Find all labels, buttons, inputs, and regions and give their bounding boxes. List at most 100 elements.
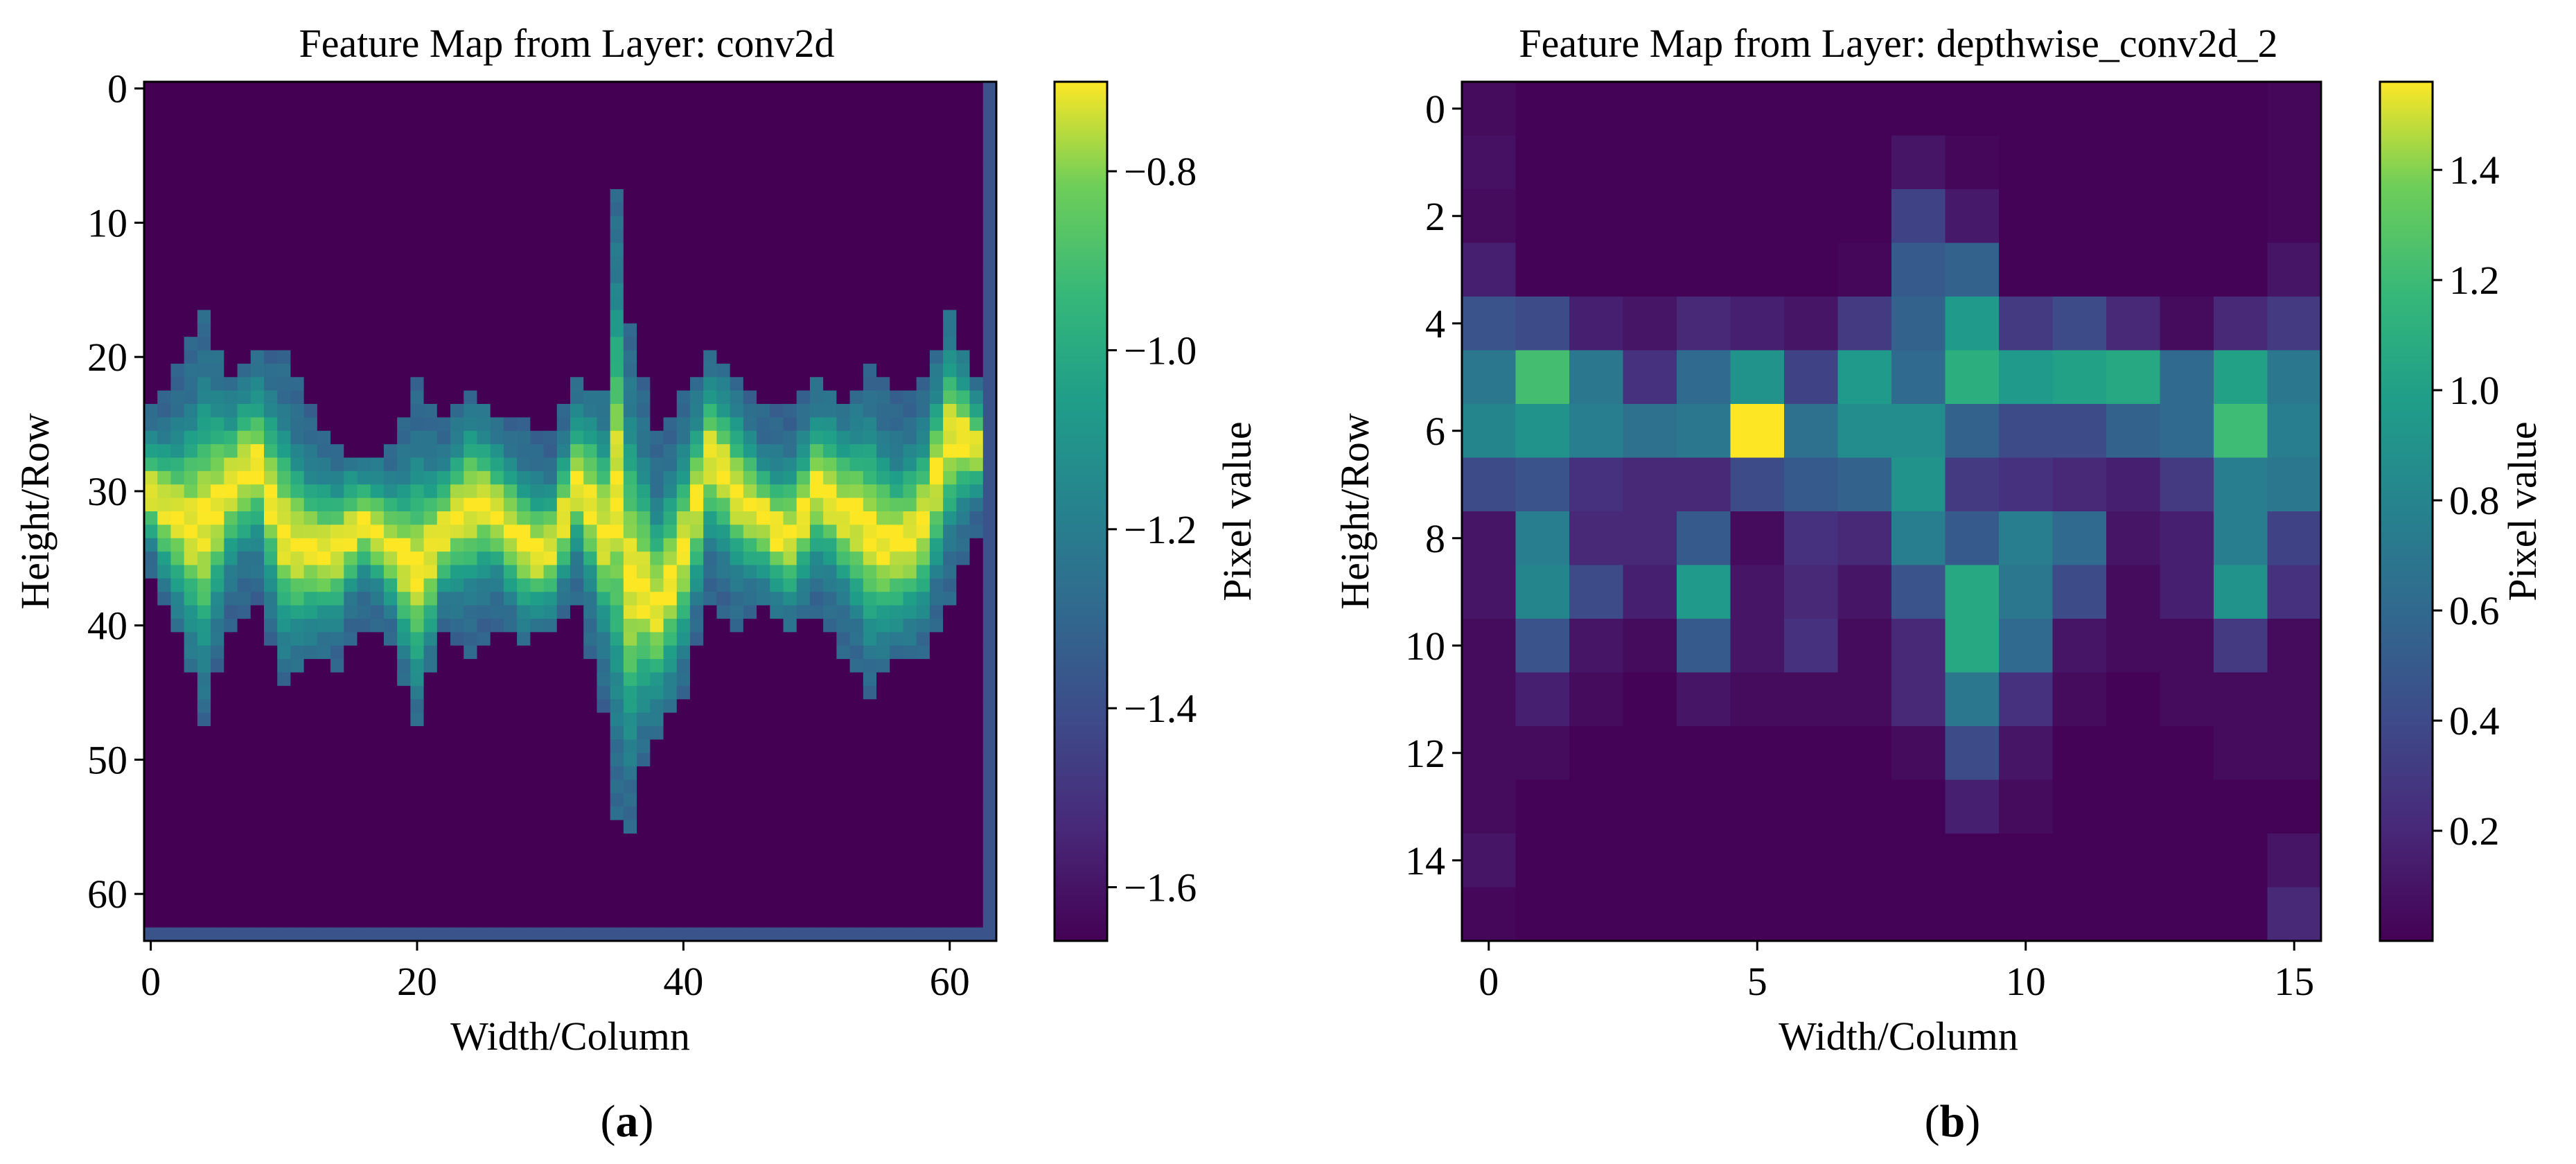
heatmap-cell <box>929 552 944 566</box>
heatmap-cell <box>250 337 265 351</box>
heatmap-cell <box>517 552 531 566</box>
heatmap-cell <box>344 484 358 499</box>
heatmap-cell <box>410 484 425 499</box>
heatmap-cell <box>796 256 811 270</box>
heatmap-cell <box>317 202 331 217</box>
heatmap-cell <box>663 215 678 230</box>
heatmap-cell <box>743 417 757 432</box>
heatmap-cell <box>263 323 278 337</box>
heatmap-cell <box>556 619 571 633</box>
heatmap-cell <box>397 148 411 163</box>
heatmap-cell <box>597 619 611 633</box>
heatmap-cell <box>423 390 438 405</box>
heatmap-cell <box>916 874 930 888</box>
heatmap-cell <box>716 215 731 230</box>
y-tick-label: 0 <box>1425 87 1445 132</box>
heatmap-cell <box>1837 457 1892 512</box>
heatmap-cell <box>556 404 571 418</box>
heatmap-cell <box>330 417 344 432</box>
heatmap-cell <box>543 229 558 244</box>
colorbar-label: Pixel value <box>1215 421 1260 601</box>
heatmap-cell <box>423 162 438 177</box>
heatmap-cell <box>597 108 611 123</box>
heatmap-cell <box>197 524 211 539</box>
heatmap-cell <box>1730 726 1785 781</box>
heatmap-cell <box>290 712 305 727</box>
heatmap-cell <box>530 752 545 767</box>
heatmap-cell <box>423 538 438 552</box>
y-tick-label: 0 <box>107 67 127 112</box>
heatmap-cell <box>144 552 158 566</box>
heatmap-cell <box>836 685 851 700</box>
heatmap-cell <box>689 820 704 834</box>
heatmap-cell <box>876 430 890 445</box>
heatmap-cell <box>689 900 704 915</box>
heatmap-cell <box>969 887 984 901</box>
heatmap-cell <box>556 860 571 874</box>
heatmap-cell <box>650 860 664 874</box>
heatmap-cell <box>849 900 864 915</box>
heatmap-cell <box>689 256 704 270</box>
heatmap-cell <box>610 806 624 821</box>
heatmap-cell <box>397 685 411 700</box>
heatmap-cell <box>809 552 824 566</box>
heatmap-cell <box>770 148 784 163</box>
heatmap-cell <box>2267 565 2322 619</box>
heatmap-cell <box>676 914 691 928</box>
heatmap-cell <box>357 874 371 888</box>
heatmap-cell <box>290 927 305 942</box>
heatmap-cell <box>370 148 385 163</box>
heatmap-cell <box>663 752 678 767</box>
heatmap-cell <box>383 699 398 714</box>
heatmap-cell <box>597 283 611 297</box>
heatmap-cell <box>876 887 890 901</box>
heatmap-cell <box>689 430 704 445</box>
heatmap-cell <box>956 323 971 337</box>
heatmap-cell <box>330 632 344 646</box>
heatmap-cell <box>157 242 172 257</box>
heatmap-cell <box>597 511 611 525</box>
heatmap-cell <box>676 484 691 499</box>
heatmap-cell <box>969 927 984 942</box>
heatmap-cell <box>1677 297 1731 351</box>
heatmap-cell <box>383 659 398 673</box>
heatmap-cell <box>330 95 344 109</box>
heatmap-cell <box>849 270 864 284</box>
heatmap-cell <box>490 377 504 391</box>
heatmap-cell <box>517 390 531 405</box>
heatmap-cell <box>623 659 637 673</box>
heatmap-cell <box>170 242 185 257</box>
heatmap-cell <box>237 122 252 136</box>
heatmap-cell <box>237 484 252 499</box>
heatmap-cell <box>743 404 757 418</box>
heatmap-cell <box>610 793 624 807</box>
heatmap-cell <box>743 726 757 740</box>
heatmap-cell <box>224 470 238 485</box>
heatmap-cell <box>464 95 478 109</box>
heatmap-cell <box>610 82 624 96</box>
heatmap-cell <box>809 632 824 646</box>
heatmap-cell <box>370 739 385 754</box>
heatmap-cell <box>583 887 598 901</box>
heatmap-cell <box>2052 297 2107 351</box>
heatmap-cell <box>450 538 464 552</box>
heatmap-cell <box>410 524 425 539</box>
heatmap-cell <box>263 511 278 525</box>
heatmap-cell <box>250 390 265 405</box>
heatmap-cell <box>863 390 877 405</box>
heatmap-cell <box>1677 135 1731 190</box>
heatmap-cell <box>1837 619 1892 673</box>
heatmap-cell <box>277 270 292 284</box>
heatmap-cell <box>916 860 930 874</box>
heatmap-cell <box>490 162 504 177</box>
heatmap-cell <box>623 310 637 324</box>
heatmap-cell <box>303 417 318 432</box>
heatmap-cell <box>370 444 385 459</box>
heatmap-cell <box>197 887 211 901</box>
heatmap-cell <box>157 592 172 606</box>
heatmap-cell <box>876 404 890 418</box>
heatmap-cell <box>890 578 904 592</box>
heatmap-cell <box>436 417 451 432</box>
heatmap-cell <box>317 283 331 297</box>
heatmap-cell <box>410 404 425 418</box>
